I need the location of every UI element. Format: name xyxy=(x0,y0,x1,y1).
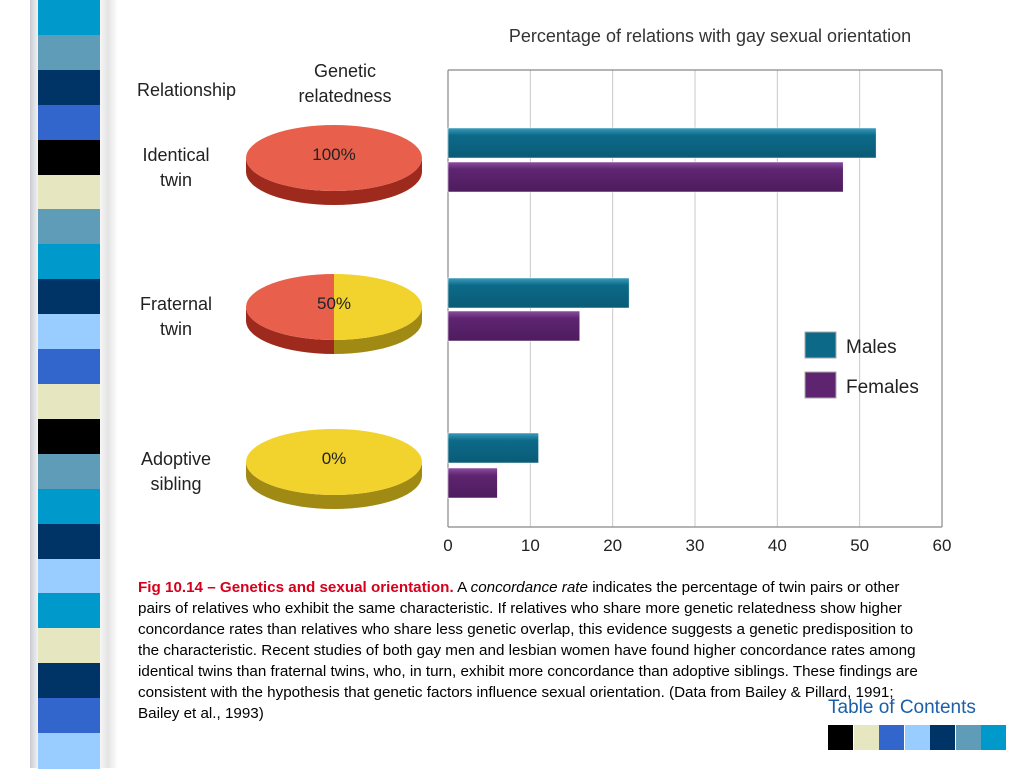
strip-block xyxy=(38,349,100,385)
toc-color-square xyxy=(955,725,981,750)
x-tick-label: 20 xyxy=(603,536,622,555)
strip-blocks xyxy=(38,0,100,769)
bar-females-1 xyxy=(447,310,580,342)
row-label-line2: twin xyxy=(160,170,192,190)
toc-color-square xyxy=(879,725,904,750)
strip-block xyxy=(38,104,100,141)
toc-color-square xyxy=(930,725,955,750)
strip-block xyxy=(38,174,100,211)
chart-title: Percentage of relations with gay sexual … xyxy=(509,26,911,46)
disc-side xyxy=(246,462,422,509)
relatedness-label: 100% xyxy=(312,145,355,164)
toc-color-square xyxy=(981,725,1006,750)
disc-top xyxy=(246,125,422,191)
row-label-line1: Fraternal xyxy=(140,294,212,314)
row-label-line1: Adoptive xyxy=(141,449,211,469)
row-label-line1: Identical xyxy=(142,145,209,165)
strip-block xyxy=(38,663,100,700)
x-tick-label: 40 xyxy=(768,536,787,555)
chart: Percentage of relations with gay sexual … xyxy=(137,26,951,555)
disc-side-left xyxy=(246,307,334,354)
bar-males-0 xyxy=(447,127,877,159)
strip-block xyxy=(38,488,100,525)
strip-block xyxy=(38,0,100,36)
strip-block xyxy=(38,139,100,176)
caption-a-word: A xyxy=(457,579,467,596)
rows-layer: Identical twin 100% Fraternal twin 50% Adoptiv… xyxy=(140,125,422,509)
strip-block xyxy=(38,593,100,630)
toc-color-square xyxy=(904,725,930,750)
strip-block xyxy=(38,523,100,560)
strip-block xyxy=(38,698,100,735)
strip-block xyxy=(38,558,100,595)
strip-block xyxy=(38,384,100,420)
row-label-line2: twin xyxy=(160,319,192,339)
table-of-contents-link[interactable]: Table of Contents xyxy=(828,697,976,718)
strip-block xyxy=(38,314,100,351)
strip-block xyxy=(38,244,100,281)
strip-block xyxy=(38,418,100,455)
strip-block xyxy=(38,69,100,106)
strip-block xyxy=(38,34,100,71)
row-label-line2: sibling xyxy=(150,474,201,494)
disc-top-related xyxy=(246,274,334,340)
caption-body: indicates the percentage of twin pairs o… xyxy=(138,579,918,722)
toc-color-square xyxy=(853,725,879,750)
strip-block xyxy=(38,209,100,246)
bar-males-1 xyxy=(447,277,630,309)
x-tick-label: 50 xyxy=(850,536,869,555)
header-relationship: Relationship xyxy=(137,80,236,100)
relatedness-disc: 100% xyxy=(246,125,422,205)
strip-block xyxy=(38,453,100,490)
relatedness-disc: 0% xyxy=(246,429,422,509)
caption-term: concordance rate xyxy=(470,579,588,596)
toc-color-square xyxy=(828,725,853,750)
x-tick-label: 60 xyxy=(933,536,952,555)
legend-swatch-males xyxy=(804,331,837,359)
ticks-layer: 0 10 20 30 40 50 60 xyxy=(443,536,951,555)
relatedness-label: 50% xyxy=(317,294,351,313)
relatedness-disc: 50% xyxy=(246,274,422,354)
x-tick-label: 0 xyxy=(443,536,452,555)
relatedness-label: 0% xyxy=(322,449,347,468)
bar-males-2 xyxy=(447,432,539,464)
disc-side xyxy=(246,158,422,205)
x-tick-label: 10 xyxy=(521,536,540,555)
header-genetic-line1: Genetic xyxy=(314,61,376,81)
strip-block xyxy=(38,733,100,769)
strip-block xyxy=(38,628,100,665)
caption-fig-label: Fig 10.14 – Genetics and sexual orientat… xyxy=(138,579,454,596)
decorative-strip xyxy=(0,0,118,769)
legend-label-males: Males xyxy=(846,337,897,358)
bars-layer xyxy=(447,127,877,499)
bar-females-2 xyxy=(447,467,498,499)
header-genetic-line2: relatedness xyxy=(298,86,391,106)
bar-females-0 xyxy=(447,161,844,193)
disc-top xyxy=(246,429,422,495)
figure-caption: Fig 10.14 – Genetics and sexual orientat… xyxy=(138,577,923,724)
legend-swatch-females xyxy=(804,371,837,399)
legend-label-females: Females xyxy=(846,377,919,398)
disc-top-unrelated xyxy=(334,274,422,340)
x-tick-label: 30 xyxy=(686,536,705,555)
disc-side-right xyxy=(334,307,422,354)
legend: Males Females xyxy=(804,331,919,399)
strip-block xyxy=(38,279,100,316)
